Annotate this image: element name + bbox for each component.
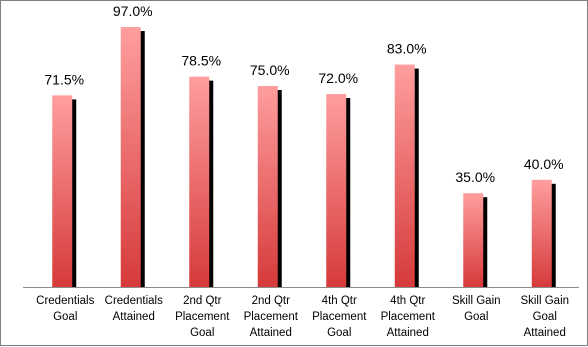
data-label: 71.5% [44, 71, 84, 87]
bar [120, 27, 141, 287]
category-labels: Credentials Goal Credentials Attained 2nd Qt… [36, 295, 569, 339]
data-label: 40.0% [524, 156, 564, 172]
bar-series [52, 27, 556, 288]
bar [52, 95, 73, 287]
category-label: Skill Gain Goal [452, 295, 501, 323]
data-labels: 71.5% 97.0% 78.5% 75.0% 72.0% 83.0% 35.0% 40.0% [44, 3, 563, 185]
bar [189, 76, 210, 288]
category-label: 4th Qtr Placement Attained [381, 295, 436, 339]
category-label: Credentials Goal [36, 295, 94, 323]
bar [394, 64, 415, 287]
bar [531, 179, 552, 287]
category-label: Skill Gain Goal Attained [520, 295, 569, 339]
category-label: 2nd Qtr Placement Goal [175, 295, 230, 339]
category-label: Credentials Attained [105, 295, 163, 323]
data-label: 72.0% [318, 70, 358, 86]
bar [326, 94, 347, 287]
bar [463, 193, 484, 287]
data-label: 75.0% [250, 62, 290, 78]
data-label: 35.0% [455, 169, 495, 185]
data-label: 83.0% [387, 41, 427, 57]
bar [257, 86, 278, 287]
category-label: 2nd Qtr Placement Attained [244, 295, 299, 339]
category-label: 4th Qtr Placement Goal [312, 295, 367, 339]
data-label: 78.5% [181, 53, 221, 69]
data-label: 97.0% [113, 3, 153, 19]
